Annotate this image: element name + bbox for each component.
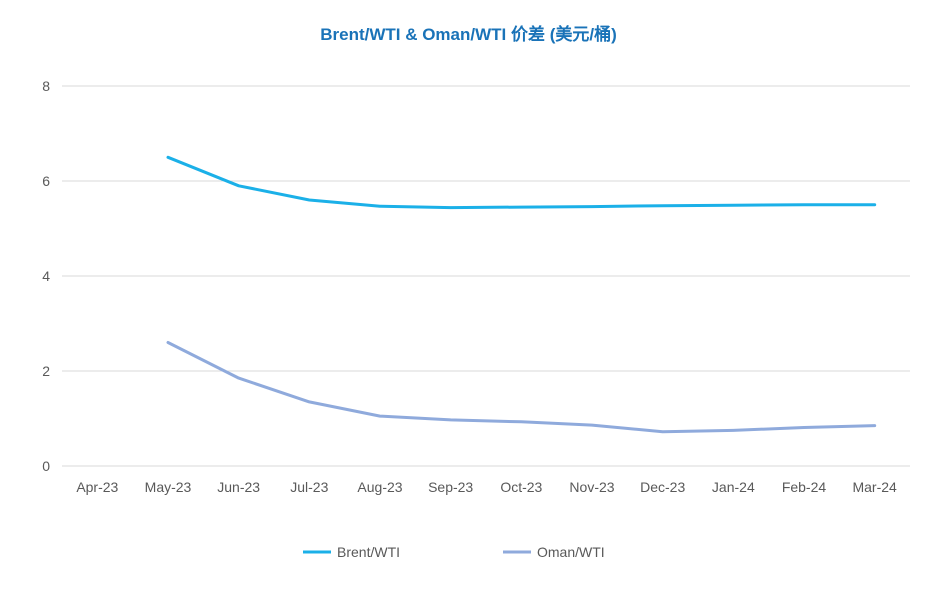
x-tick-label: Jan-24 [712,479,755,495]
legend: Brent/WTI Oman/WTI [303,544,605,560]
y-tick-label: 0 [42,458,50,474]
x-tick-label: Nov-23 [569,479,614,495]
x-tick-label: Jun-23 [217,479,260,495]
legend-label: Brent/WTI [337,544,400,560]
x-tick-label: Jul-23 [290,479,328,495]
y-tick-label: 6 [42,173,50,189]
x-tick-label: Apr-23 [76,479,118,495]
y-tick-label: 2 [42,363,50,379]
legend-label: Oman/WTI [537,544,605,560]
chart-title: Brent/WTI & Oman/WTI 价差 (美元/桶) [320,25,617,44]
x-axis-ticks: Apr-23 May-23 Jun-23 Jul-23 Aug-23 Sep-23 Oct-… [76,479,897,495]
y-tick-label: 8 [42,78,50,94]
x-tick-label: Dec-23 [640,479,685,495]
x-tick-label: Mar-24 [852,479,897,495]
x-tick-label: Sep-23 [428,479,473,495]
series-lines [166,155,877,434]
gridlines [62,85,910,467]
x-tick-label: May-23 [145,479,192,495]
series-line-oman-wti [166,341,877,434]
x-tick-label: Oct-23 [500,479,542,495]
y-axis-ticks: 0 2 4 6 8 [42,78,50,474]
y-tick-label: 4 [42,268,50,284]
x-tick-label: Aug-23 [357,479,402,495]
series-line-brent-wti [166,155,877,210]
x-tick-label: Feb-24 [782,479,827,495]
